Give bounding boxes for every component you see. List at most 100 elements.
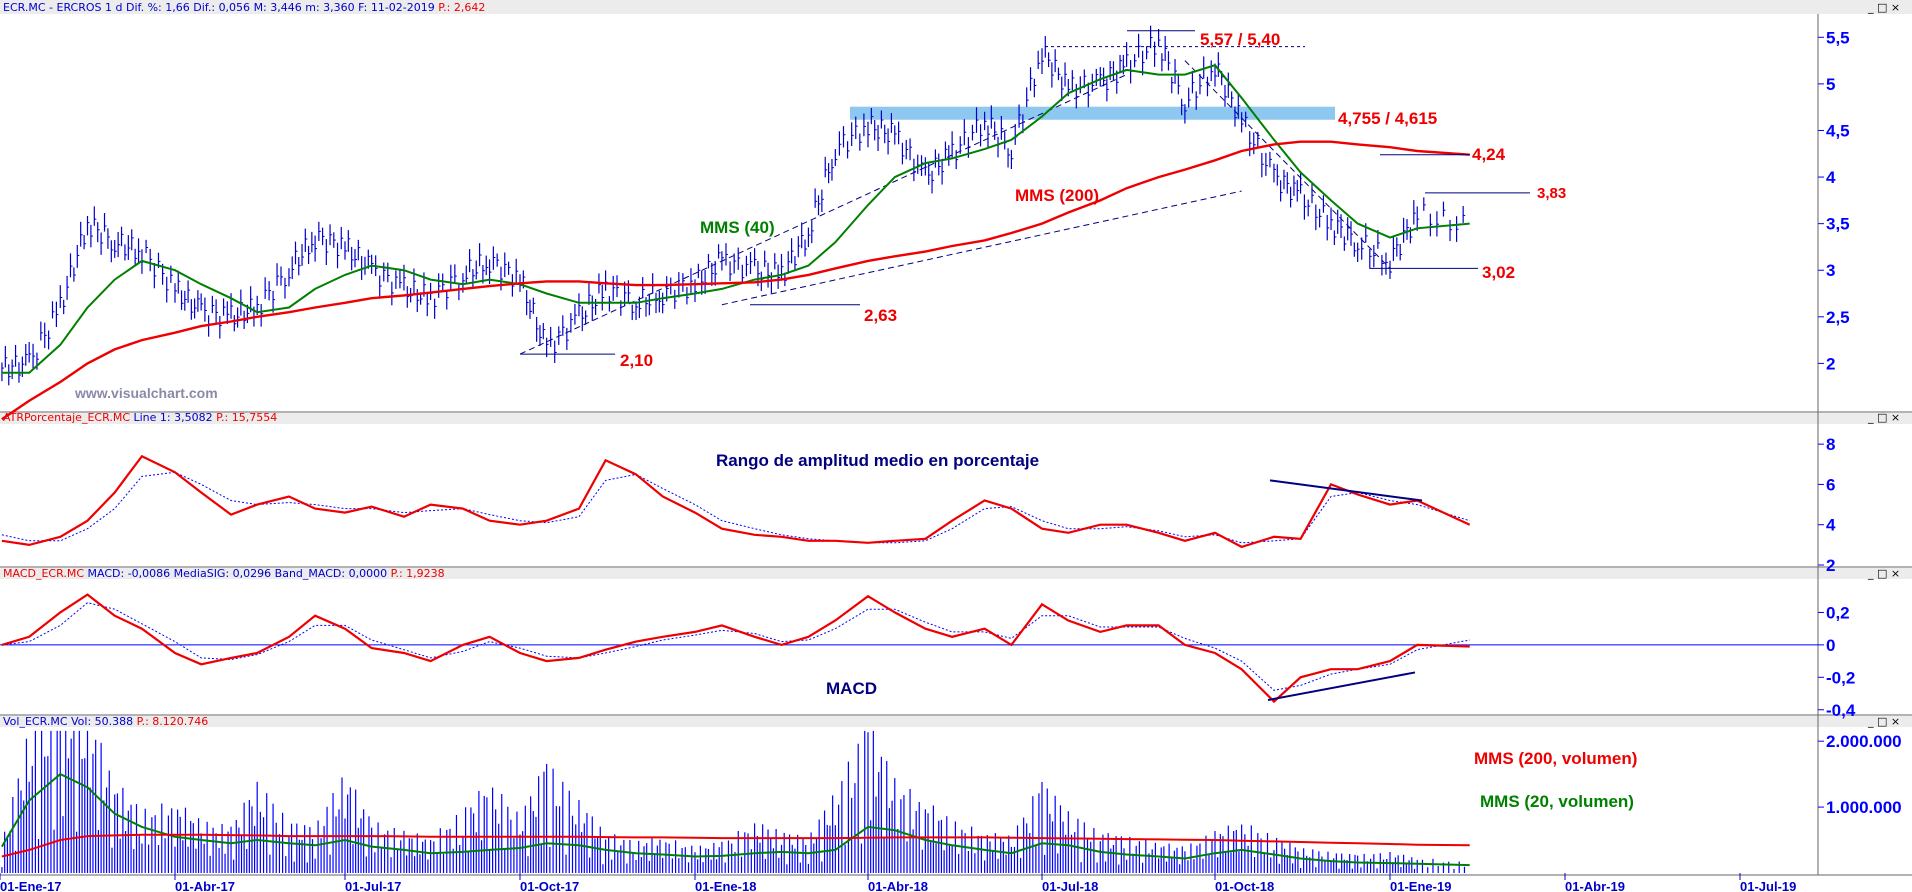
y-tick-label: 5,5 bbox=[1826, 28, 1850, 47]
line-mms40 bbox=[1, 64, 1470, 374]
header-macd-sig: MediaSIG: 0,0296 bbox=[174, 567, 275, 580]
header-macd-value: MACD: -0,0086 bbox=[88, 567, 174, 580]
header-bar-atr bbox=[0, 413, 1912, 424]
header-macd-p: P.: 1,9238 bbox=[391, 567, 445, 580]
atr-title: Rango de amplitud medio en porcentaje bbox=[716, 451, 1039, 470]
y-tick-label: 1.000.000 bbox=[1826, 798, 1902, 817]
annotation-zone: 4,755 / 4,615 bbox=[1338, 109, 1437, 128]
header-dif: Dif.: 0,056 bbox=[193, 1, 253, 14]
header-period: 1 d bbox=[105, 1, 126, 14]
header-atr-line1: Line 1: 3,5082 bbox=[134, 411, 217, 424]
header-symbol: ECR.MC - ERCROS bbox=[3, 1, 105, 14]
label-mms200: MMS (200) bbox=[1015, 186, 1099, 205]
macd-signal-line bbox=[1, 602, 1470, 691]
annotation-top: 5,57 / 5,40 bbox=[1200, 30, 1280, 49]
x-axis-labels: 01-Ene-17 01-Abr-17 01-Jul-17 01-Oct-17 01-E… bbox=[0, 873, 1796, 892]
y-tick-label: 4,5 bbox=[1826, 121, 1850, 140]
header-p: P.: 2,642 bbox=[438, 1, 485, 14]
y-tick-label: 4 bbox=[1826, 516, 1836, 535]
atr-line bbox=[1, 454, 1471, 549]
y-tick-label: 5 bbox=[1826, 75, 1835, 94]
volume-bars bbox=[1, 730, 1466, 873]
x-tick-label: 01-Oct-17 bbox=[520, 879, 579, 892]
price-panel-header: ECR.MC - ERCROS 1 d Dif. %: 1,66 Dif.: 0… bbox=[3, 1, 485, 14]
y-tick-label: 0 bbox=[1826, 636, 1835, 655]
header-min: m: 3,360 bbox=[305, 1, 358, 14]
x-tick-label: 01-Ene-18 bbox=[695, 879, 756, 892]
label-mms40: MMS (40) bbox=[700, 218, 775, 237]
atr-y-axis: 8 6 4 2 bbox=[1818, 435, 1836, 575]
y-tick-label: 6 bbox=[1826, 475, 1835, 494]
y-tick-label: 0,2 bbox=[1826, 603, 1850, 622]
level-lines bbox=[520, 30, 1530, 355]
volume-mms20-line bbox=[1, 772, 1470, 867]
atr-window-buttons[interactable]: _ □ × bbox=[1867, 411, 1900, 424]
price-bars bbox=[1, 25, 1466, 386]
header-vol-p: P.: 8.120.746 bbox=[137, 715, 209, 728]
y-tick-label: 4 bbox=[1826, 168, 1836, 187]
x-tick-label: 01-Oct-18 bbox=[1215, 879, 1274, 892]
annotation-mms200-value: 4,24 bbox=[1472, 145, 1506, 164]
trend-line-2 bbox=[1184, 60, 1391, 269]
y-tick-label: 2,5 bbox=[1826, 308, 1850, 327]
volume-averages bbox=[1, 772, 1470, 867]
y-tick-label: 2 bbox=[1826, 556, 1835, 575]
trend-line-1 bbox=[721, 190, 1242, 306]
trend-lines bbox=[519, 60, 1391, 355]
annotation-resistance: 3,83 bbox=[1537, 185, 1566, 202]
y-tick-label: 2.000.000 bbox=[1826, 732, 1902, 751]
macd-line bbox=[1, 593, 1470, 704]
macd-panel-header: MACD_ECR.MC MACD: -0,0086 MediaSIG: 0,02… bbox=[3, 567, 445, 580]
header-vol-value: Vol: 50.388 bbox=[71, 715, 137, 728]
zone-rect bbox=[850, 106, 1335, 120]
x-tick-label: 01-Ene-19 bbox=[1390, 879, 1451, 892]
x-tick-label: 01-Abr-18 bbox=[868, 879, 928, 892]
header-macd-name: MACD_ECR.MC bbox=[3, 567, 88, 580]
y-tick-label: -0,2 bbox=[1826, 668, 1855, 687]
y-tick-label: 8 bbox=[1826, 435, 1835, 454]
header-macd-band: Band_MACD: 0,0000 bbox=[275, 567, 391, 580]
line-mms200 bbox=[1, 140, 1470, 421]
annotation-263: 2,63 bbox=[864, 306, 897, 325]
macd-y-axis: 0,2 0 -0,2 -0,4 bbox=[1818, 603, 1856, 720]
volume-label-mms20: MMS (20, volumen) bbox=[1480, 792, 1634, 811]
header-bar-macd bbox=[0, 568, 1912, 579]
price-y-axis: 5,5 5 4,5 4 3,5 3 2,5 2 bbox=[1818, 28, 1850, 373]
volume-panel-header: Vol_ECR.MC Vol: 50.388 P.: 8.120.746 bbox=[3, 715, 208, 728]
x-tick-label: 01-Jul-17 bbox=[345, 879, 401, 892]
panel-window-buttons[interactable]: _ □ × bbox=[1867, 1, 1900, 14]
macd-divergence-line bbox=[1267, 671, 1416, 702]
watermark: www.visualchart.com bbox=[74, 385, 218, 401]
volume-mms200-line bbox=[1, 833, 1470, 858]
header-bar bbox=[0, 0, 1912, 14]
header-bar-vol bbox=[0, 716, 1912, 727]
moving-averages bbox=[1, 64, 1470, 421]
x-tick-label: 01-Jul-19 bbox=[1740, 879, 1796, 892]
atr-lines bbox=[1, 454, 1471, 549]
volume-y-axis: 2.000.000 1.000.000 bbox=[1818, 732, 1902, 817]
volume-window-buttons[interactable]: _ □ × bbox=[1867, 715, 1900, 728]
y-tick-label: 2 bbox=[1826, 354, 1835, 373]
macd-window-buttons[interactable]: _ □ × bbox=[1867, 567, 1900, 580]
header-atr-name: ATRPorcentaje_ECR.MC bbox=[3, 411, 134, 424]
x-tick-label: 01-Ene-17 bbox=[0, 879, 61, 892]
volume-label-mms200: MMS (200, volumen) bbox=[1474, 749, 1637, 768]
y-tick-label: 3,5 bbox=[1826, 215, 1850, 234]
x-tick-label: 01-Jul-18 bbox=[1042, 879, 1098, 892]
y-tick-label: 3 bbox=[1826, 261, 1835, 280]
atr-divergence-line bbox=[1269, 479, 1423, 502]
trend-line-0 bbox=[519, 74, 1127, 355]
annotation-support: 3,02 bbox=[1482, 263, 1515, 282]
macd-title: MACD bbox=[826, 679, 877, 698]
resistance-zone bbox=[850, 106, 1335, 120]
atr-panel-header: ATRPorcentaje_ECR.MC Line 1: 3,5082 P.: … bbox=[3, 411, 277, 424]
header-atr-p: P.: 15,7554 bbox=[216, 411, 277, 424]
annotation-210: 2,10 bbox=[620, 351, 653, 370]
x-tick-label: 01-Abr-19 bbox=[1565, 879, 1625, 892]
x-tick-label: 01-Abr-17 bbox=[175, 879, 235, 892]
header-vol-name: Vol_ECR.MC bbox=[3, 715, 71, 728]
header-date: F: 11-02-2019 bbox=[358, 1, 438, 14]
header-max: M: 3,446 bbox=[254, 1, 306, 14]
